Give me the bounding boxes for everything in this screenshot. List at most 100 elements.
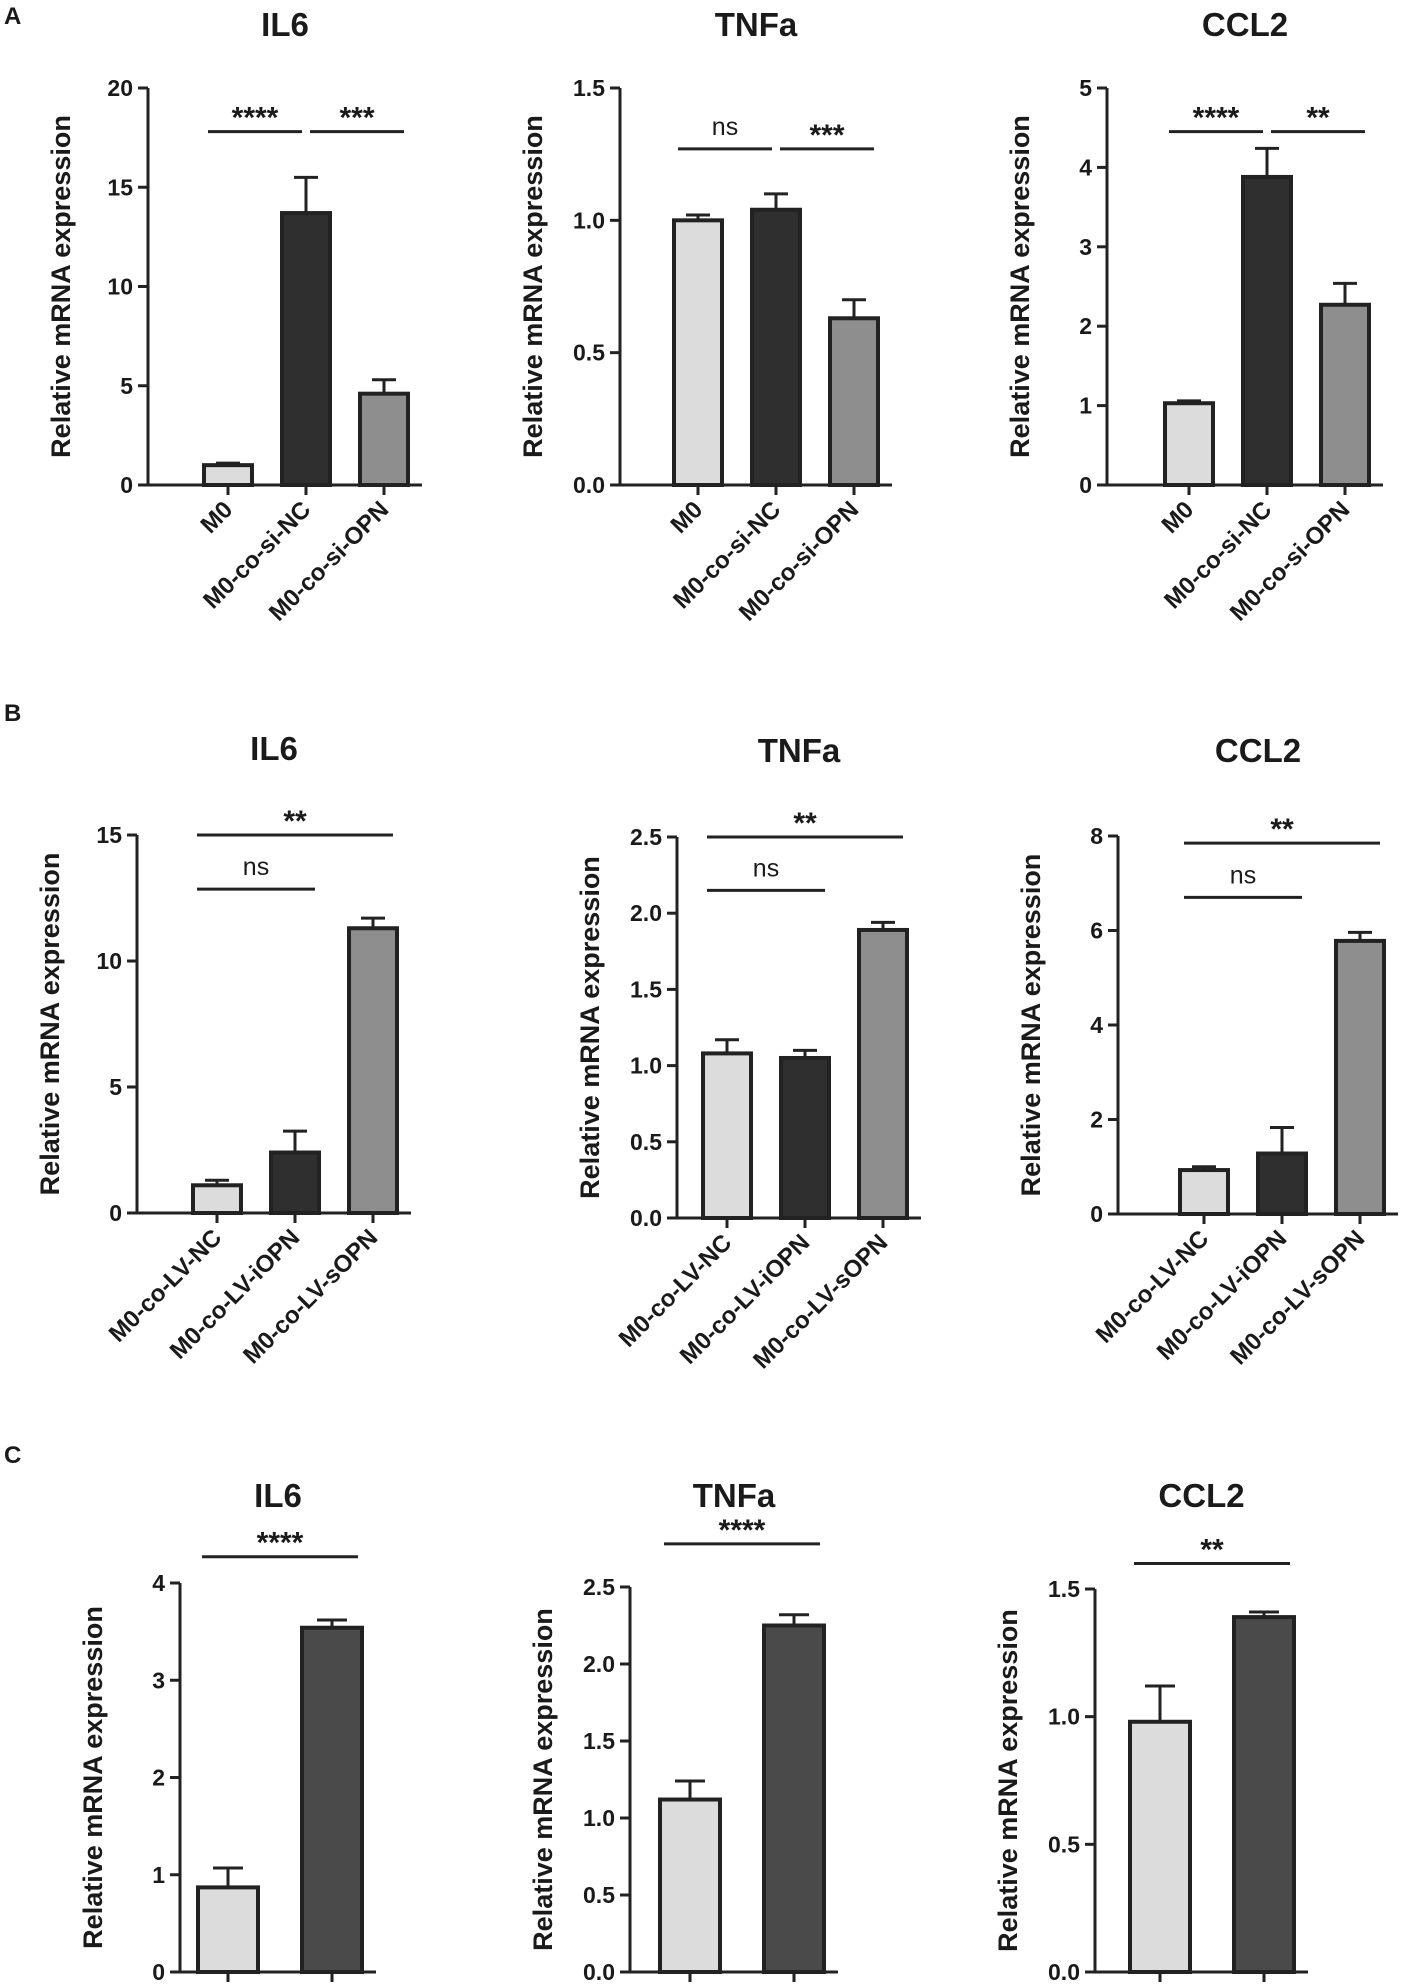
- bar: [300, 1625, 364, 1974]
- y-tick-label: 1: [1079, 393, 1092, 419]
- y-tick-label: 5: [109, 1074, 122, 1100]
- chart-b-ccl2: CCL2 Relative mRNA expression 0 2 4 6 8 M0-co-L…: [1016, 732, 1398, 1370]
- y-tick-label: 0: [1090, 1201, 1103, 1227]
- y-tick-label: 1: [152, 1862, 165, 1888]
- bar: [347, 926, 399, 1215]
- category-label: M0: [666, 496, 709, 539]
- y-tick-label: 2.0: [630, 900, 662, 926]
- y-tick-label: 2: [1090, 1107, 1103, 1133]
- panel-label-b: B: [4, 700, 21, 727]
- bar: [1163, 401, 1215, 487]
- category-label: rhOPN: [756, 1983, 832, 1985]
- bar: [1334, 938, 1386, 1217]
- category-label: M0-co-LV-sOPN: [748, 1229, 893, 1374]
- y-tick-label: 0.0: [630, 1205, 662, 1231]
- bar: [1319, 302, 1371, 487]
- y-tick-label: 0.5: [573, 340, 605, 366]
- bar: [280, 211, 332, 487]
- y-tick-label: 3: [152, 1667, 165, 1693]
- chart-title: CCL2: [1202, 6, 1288, 43]
- bar: [1128, 1719, 1192, 1974]
- significance-label: ****: [1193, 102, 1240, 135]
- bar: [828, 316, 880, 488]
- chart-c-ccl2: CCL2 Relative mRNA expression 0.0 0.5 1.0 1.5…: [993, 1477, 1308, 1985]
- category-label: Control: [1117, 1983, 1202, 1985]
- bar: [779, 1055, 831, 1220]
- chart-title: IL6: [250, 730, 298, 767]
- category-label: M0: [196, 496, 239, 539]
- bar: [701, 1051, 753, 1220]
- significance-label: **: [1306, 102, 1330, 135]
- y-tick-label: 4: [152, 1570, 165, 1596]
- chart-c-tnfa: TNFa Relative mRNA expression 0.0 0.5 1.0 1.5…: [528, 1477, 838, 1985]
- significance-label: ns: [243, 853, 269, 881]
- significance-label: ns: [753, 854, 779, 882]
- bar: [196, 1885, 260, 1974]
- y-axis-label: Relative mRNA expression: [518, 115, 548, 458]
- category-label: Control: [185, 1983, 270, 1985]
- chart-title: TNFa: [693, 1477, 776, 1514]
- y-tick-label: 2.5: [583, 1574, 615, 1600]
- chart-title: IL6: [261, 6, 309, 43]
- y-tick-label: 2: [1079, 313, 1092, 339]
- y-tick-label: 0: [1079, 472, 1092, 498]
- y-tick-label: 15: [107, 174, 133, 200]
- category-label: M0-co-LV-sOPN: [238, 1224, 383, 1369]
- significance-label: **: [793, 807, 817, 840]
- bar: [672, 218, 724, 487]
- significance-label: ns: [712, 113, 738, 141]
- y-tick-label: 15: [96, 822, 122, 848]
- bar: [658, 1797, 722, 1975]
- y-axis-label: Relative mRNA expression: [1005, 115, 1035, 458]
- chart-c-il6: IL6 Relative mRNA expression 0 1 2 3 4 Control r…: [78, 1477, 376, 1985]
- y-tick-label: 1.0: [573, 207, 605, 233]
- significance-label: **: [283, 805, 307, 838]
- chart-title: TNFa: [715, 6, 798, 43]
- y-tick-label: 4: [1079, 154, 1092, 180]
- y-tick-label: 5: [120, 373, 133, 399]
- bar: [191, 1183, 243, 1216]
- category-label: M0-co-LV-sOPN: [1225, 1225, 1370, 1370]
- chart-b-il6: IL6 Relative mRNA expression 0 5 10 15 M0-co-L…: [35, 730, 411, 1369]
- y-tick-label: 1.5: [583, 1728, 615, 1754]
- bar: [358, 391, 410, 487]
- y-tick-label: 2.5: [630, 824, 662, 850]
- bar: [857, 927, 909, 1220]
- y-axis-label: Relative mRNA expression: [46, 115, 76, 458]
- y-tick-label: 2: [152, 1765, 165, 1791]
- y-tick-label: 5: [1079, 75, 1092, 101]
- y-tick-label: 1.5: [573, 75, 605, 101]
- significance-label: ****: [257, 1527, 304, 1560]
- y-tick-label: 1.5: [630, 976, 662, 1002]
- category-label: M0: [1157, 496, 1200, 539]
- category-label: rhOPN: [294, 1983, 370, 1985]
- bar: [1178, 1168, 1230, 1216]
- y-tick-label: 1.0: [630, 1053, 662, 1079]
- y-tick-label: 0.5: [583, 1882, 615, 1908]
- category-label: Control: [647, 1983, 732, 1985]
- significance-label: ns: [1230, 861, 1256, 889]
- bar: [1232, 1615, 1296, 1974]
- chart-title: CCL2: [1215, 732, 1301, 769]
- y-axis-label: Relative mRNA expression: [78, 1606, 108, 1949]
- y-tick-label: 0: [152, 1959, 165, 1985]
- significance-label: ****: [719, 1514, 766, 1547]
- bar: [1256, 1151, 1308, 1217]
- significance-label: **: [1270, 813, 1294, 846]
- y-tick-label: 1.5: [1048, 1576, 1080, 1602]
- chart-title: CCL2: [1158, 1477, 1244, 1514]
- bar: [269, 1150, 321, 1216]
- y-tick-label: 1.0: [583, 1805, 615, 1831]
- y-axis-label: Relative mRNA expression: [993, 1609, 1023, 1952]
- y-tick-label: 0.5: [630, 1129, 662, 1155]
- y-tick-label: 0.0: [1048, 1959, 1080, 1985]
- significance-label: ****: [232, 102, 279, 135]
- y-tick-label: 0.0: [583, 1959, 615, 1985]
- y-tick-label: 10: [107, 274, 133, 300]
- chart-a-tnfa: TNFa Relative mRNA expression 0.0 0.5 1.0 1.5…: [518, 6, 892, 627]
- chart-b-tnfa: TNFa Relative mRNA expression 0.0 0.5 1.0 1.5…: [575, 732, 921, 1374]
- category-label: rhOPN: [1226, 1983, 1302, 1985]
